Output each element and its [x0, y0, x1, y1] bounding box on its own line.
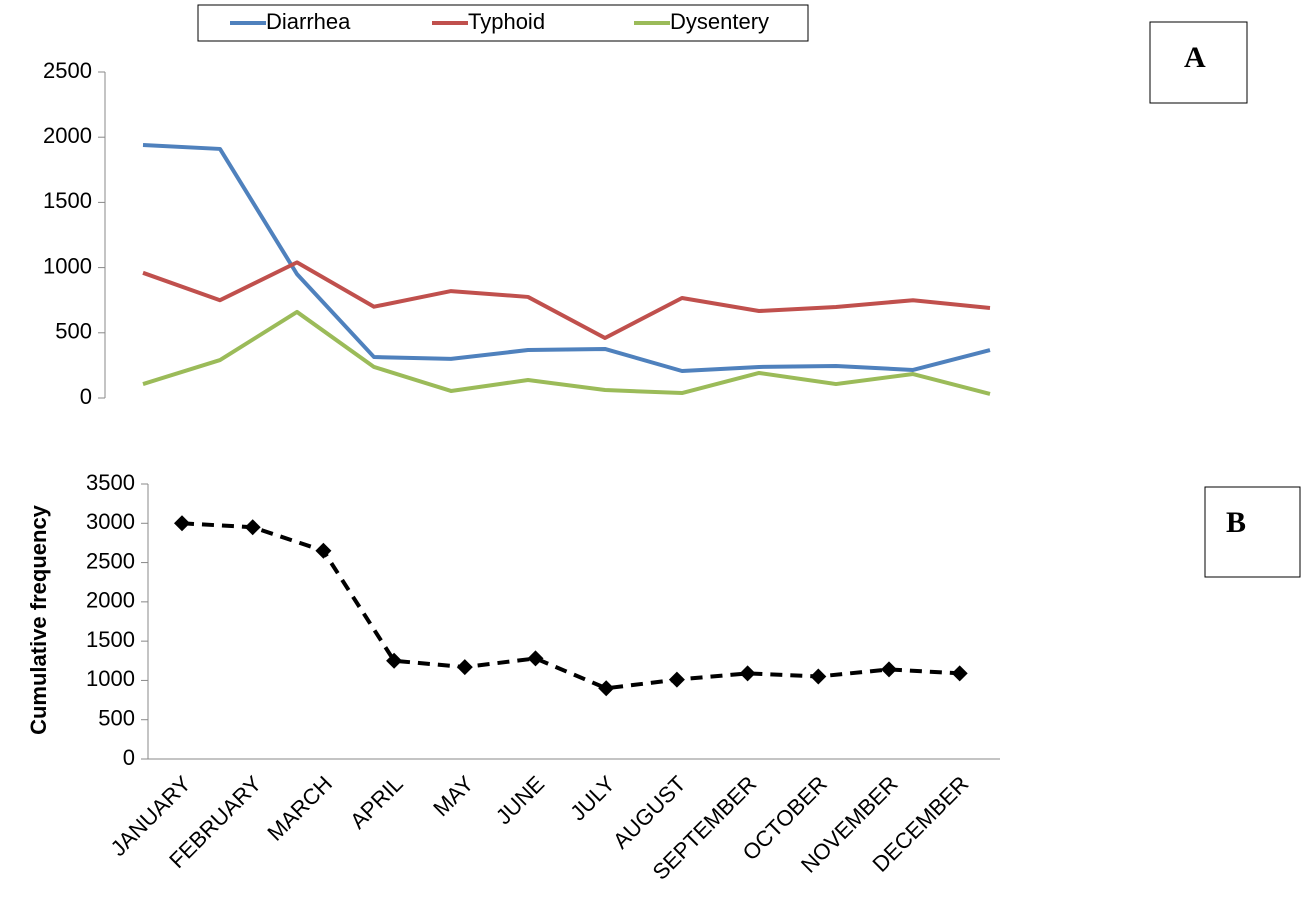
data-point: [668, 671, 685, 688]
data-point: [174, 515, 190, 532]
y-tick-label: 2000: [86, 588, 135, 613]
legend-label: Dysentery: [670, 9, 769, 34]
data-point: [386, 652, 403, 669]
data-point: [881, 661, 897, 678]
legend: [197, 4, 809, 42]
x-tick-label: APRIL: [345, 771, 408, 834]
y-tick-label: 0: [80, 384, 92, 409]
data-point: [315, 542, 332, 559]
x-tick-label: MAY: [428, 771, 478, 821]
y-tick-label: 1000: [43, 253, 92, 278]
y-tick-label: 1500: [86, 627, 135, 652]
data-point: [598, 680, 615, 697]
data-point: [951, 665, 968, 682]
x-tick-label: JULY: [565, 771, 620, 826]
y-axis-label: Cumulative frequency: [26, 504, 51, 735]
y-tick-label: 3000: [86, 509, 135, 534]
y-tick-label: 1000: [86, 666, 135, 691]
data-point: [527, 650, 544, 667]
data-point: [810, 668, 827, 685]
data-point: [739, 665, 756, 682]
panel-label: B: [1226, 506, 1246, 539]
x-tick-label: JUNE: [491, 771, 549, 829]
legend-label: Typhoid: [468, 9, 545, 34]
data-point: [244, 519, 261, 536]
panel-label-box: [1204, 486, 1301, 578]
y-tick-label: 500: [98, 706, 135, 731]
y-tick-label: 2500: [43, 58, 92, 83]
series-line: [142, 309, 991, 396]
y-tick-label: 1500: [43, 188, 92, 213]
y-tick-label: 500: [55, 319, 92, 344]
series-line: [142, 260, 991, 341]
panel-label-box: [1149, 21, 1248, 104]
y-tick-label: 0: [123, 745, 135, 770]
legend-label: Diarrhea: [266, 9, 351, 34]
series-line: [181, 521, 960, 691]
panel-label: A: [1184, 41, 1206, 74]
y-tick-label: 2000: [43, 123, 92, 148]
x-tick-label: MARCH: [262, 771, 337, 846]
data-point: [456, 659, 473, 676]
series-line: [142, 143, 991, 374]
y-tick-label: 2500: [86, 548, 135, 573]
y-tick-label: 3500: [86, 470, 135, 495]
